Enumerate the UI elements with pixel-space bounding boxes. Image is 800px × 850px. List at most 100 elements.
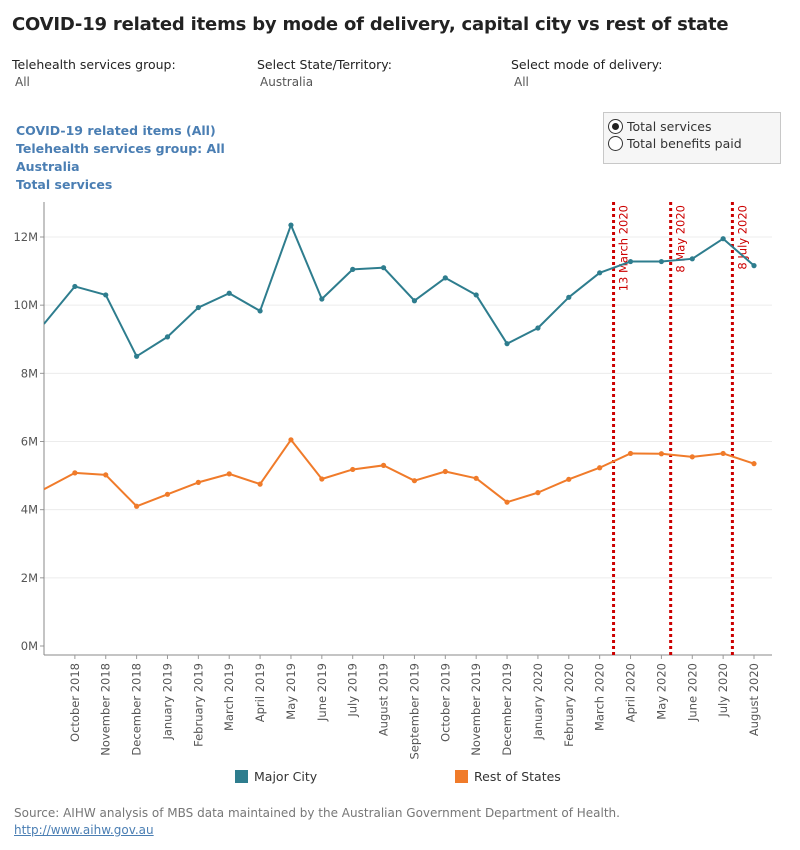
data-point	[288, 222, 294, 228]
y-tick-label: 8M	[21, 366, 38, 380]
data-point	[257, 481, 263, 487]
data-point	[134, 503, 140, 509]
radio-label: Total services	[627, 119, 712, 134]
annotation-label: 8 May 2020	[674, 205, 688, 273]
data-point	[720, 236, 726, 242]
data-point	[134, 353, 140, 359]
x-tick-label: May 2019	[284, 663, 298, 720]
data-point	[473, 292, 479, 298]
x-tick-label: October 2019	[438, 663, 452, 742]
x-tick-label: August 2019	[377, 663, 391, 736]
filter-telehealth-group[interactable]: Telehealth services group: All	[12, 57, 176, 89]
data-point	[226, 471, 232, 477]
data-point	[226, 290, 232, 296]
x-tick-label: July 2019	[346, 663, 360, 718]
legend-item-major-city[interactable]: Major City	[235, 769, 317, 784]
data-point	[627, 450, 634, 457]
radio-label: Total benefits paid	[627, 136, 742, 151]
summary-line-items: COVID-19 related items (All)	[16, 123, 216, 138]
x-tick-label: June 2020	[685, 663, 699, 722]
data-point	[597, 465, 603, 471]
data-point	[504, 499, 510, 505]
data-point	[380, 462, 387, 468]
filter-state-territory[interactable]: Select State/Territory: Australia	[257, 57, 392, 89]
y-tick-label: 4M	[21, 503, 38, 517]
filter-label: Select State/Territory:	[257, 57, 392, 72]
data-point	[751, 461, 757, 467]
radio-selected-icon[interactable]	[608, 119, 623, 134]
chart-summary: COVID-19 related items (All) Telehealth …	[16, 122, 225, 194]
filter-value[interactable]: All	[15, 75, 30, 89]
data-point	[658, 258, 665, 265]
x-tick-label: July 2020	[716, 663, 730, 718]
radio-total-benefits-paid[interactable]: Total benefits paid	[608, 136, 742, 151]
data-point	[535, 490, 541, 496]
x-tick-label: April 2019	[253, 663, 267, 722]
y-tick-label: 10M	[13, 298, 38, 312]
data-point	[658, 451, 665, 457]
series-line	[44, 224, 755, 358]
data-point	[627, 258, 634, 265]
source-link[interactable]: http://www.aihw.gov.au	[14, 823, 154, 837]
x-tick-label: March 2019	[222, 663, 236, 731]
filter-value[interactable]: Australia	[260, 75, 314, 89]
data-point	[504, 341, 510, 347]
data-point	[350, 466, 356, 473]
data-point	[103, 472, 109, 478]
x-tick-label: September 2019	[407, 663, 421, 760]
data-point	[72, 283, 78, 290]
legend-item-rest-of-states[interactable]: Rest of States	[455, 769, 561, 784]
data-point	[689, 454, 695, 460]
data-point	[103, 292, 109, 298]
x-tick-label: December 2019	[500, 663, 514, 756]
data-point	[319, 476, 325, 482]
source-text: Source: AIHW analysis of MBS data mainta…	[14, 806, 620, 820]
data-point	[164, 334, 171, 340]
radio-unselected-icon[interactable]	[608, 136, 623, 151]
legend-label: Rest of States	[474, 769, 561, 784]
data-point	[195, 479, 201, 485]
radio-total-services[interactable]: Total services	[608, 119, 711, 134]
data-point	[535, 325, 541, 331]
x-tick-label: February 2020	[562, 663, 576, 747]
filter-value[interactable]: All	[514, 75, 529, 89]
legend-swatch	[455, 770, 468, 783]
data-point	[442, 468, 448, 475]
data-point	[597, 270, 603, 276]
source-note: Source: AIHW analysis of MBS data mainta…	[14, 805, 620, 839]
x-tick-label: November 2018	[99, 663, 113, 756]
data-point	[411, 298, 418, 304]
data-point	[195, 304, 201, 311]
measure-selector: Total services Total benefits paid	[603, 112, 781, 164]
x-tick-label: November 2019	[469, 663, 483, 756]
summary-line-measure: Total services	[16, 177, 113, 192]
y-tick-label: 12M	[13, 230, 38, 244]
x-tick-label: August 2020	[747, 663, 761, 736]
x-tick-label: December 2018	[130, 663, 144, 756]
x-tick-label: May 2020	[654, 663, 668, 720]
y-tick-label: 0M	[21, 639, 38, 653]
x-tick-label: March 2020	[593, 663, 607, 731]
data-point	[72, 470, 78, 476]
x-tick-label: June 2019	[315, 663, 329, 722]
filter-label: Select mode of delivery:	[511, 57, 663, 72]
legend-swatch	[235, 770, 248, 783]
data-point	[442, 275, 448, 281]
y-tick-label: 6M	[21, 435, 38, 449]
filter-label: Telehealth services group:	[12, 57, 176, 72]
data-point	[689, 256, 695, 262]
data-point	[566, 476, 572, 482]
data-point	[288, 437, 294, 443]
x-tick-label: January 2020	[531, 663, 545, 741]
x-tick-label: April 2020	[624, 663, 638, 722]
legend-label: Major City	[254, 769, 318, 784]
data-point	[720, 450, 726, 457]
data-point	[257, 308, 263, 314]
x-tick-label: January 2019	[160, 663, 174, 741]
annotation-label: 13 March 2020	[617, 205, 631, 291]
filter-mode-of-delivery[interactable]: Select mode of delivery: All	[511, 57, 662, 89]
series-line	[44, 438, 755, 508]
summary-line-group: Telehealth services group: All	[16, 141, 225, 156]
data-point	[566, 294, 572, 300]
